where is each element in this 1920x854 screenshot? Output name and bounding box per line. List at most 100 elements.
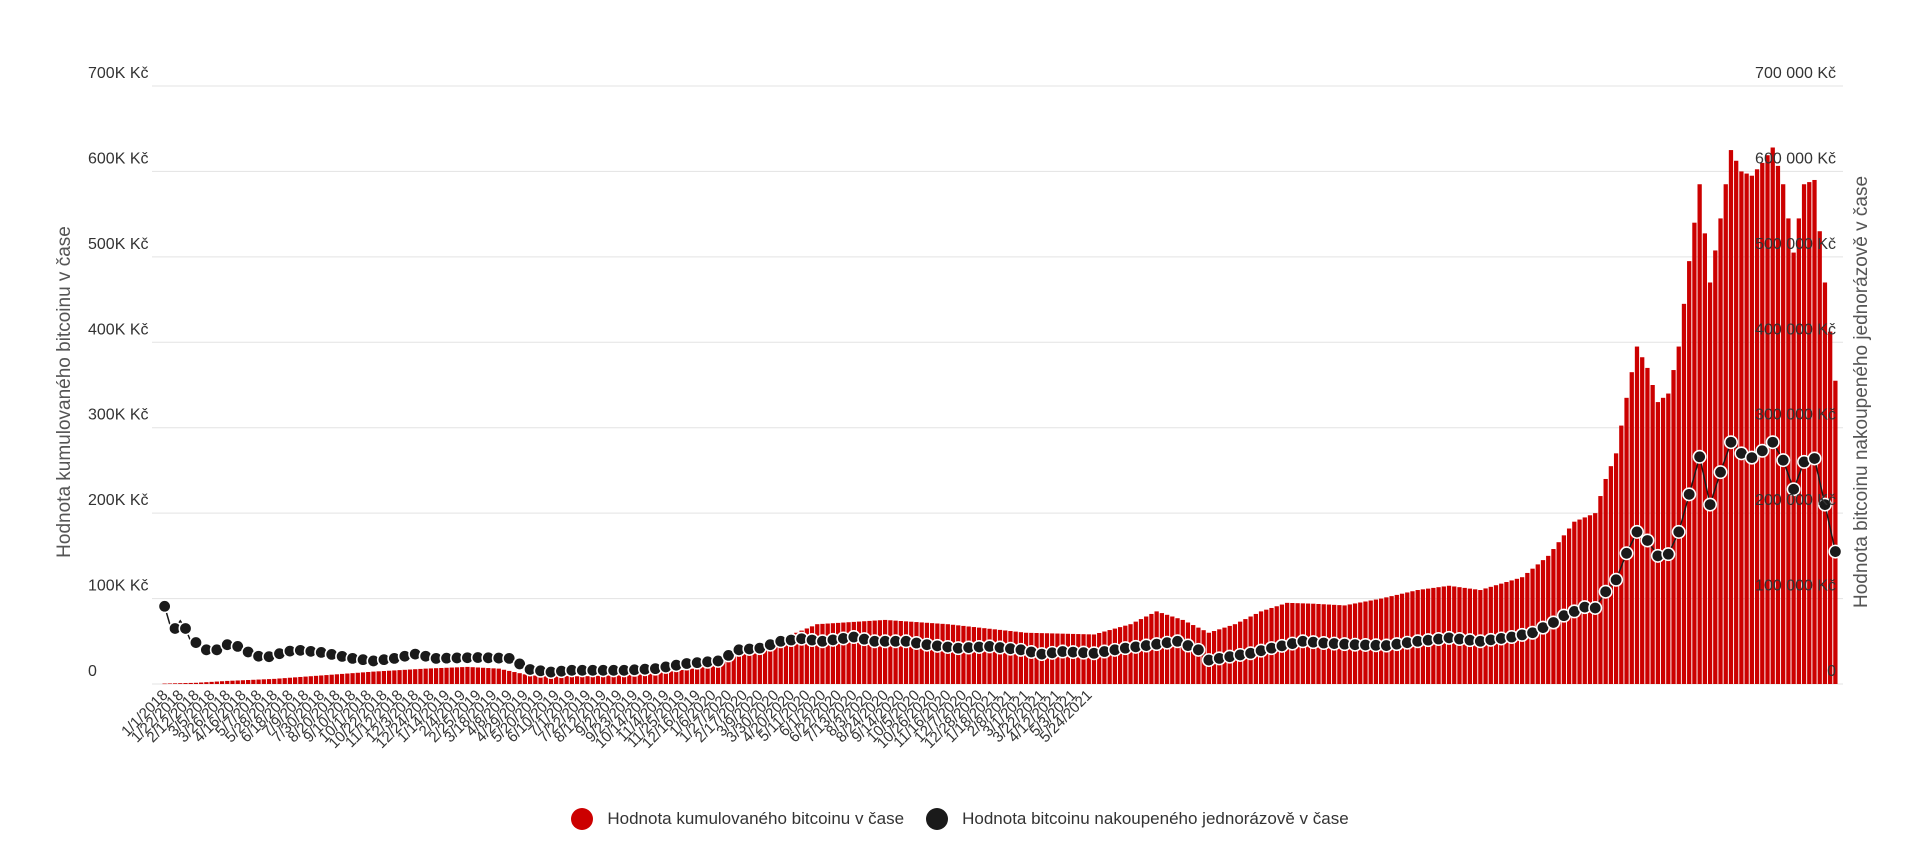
bar [334, 674, 340, 684]
data-point [1786, 482, 1801, 497]
bar [292, 677, 298, 684]
bar [533, 675, 538, 684]
data-point [1598, 584, 1613, 599]
bar [219, 681, 225, 684]
bar [402, 669, 407, 684]
bar [240, 680, 246, 684]
y-right-axis-title: Hodnota bitcoinu nakoupeného jednorázově… [1851, 176, 1872, 608]
bar [794, 632, 799, 684]
bar [360, 672, 366, 684]
bar [376, 671, 381, 684]
bar [1812, 179, 1817, 684]
bar [653, 672, 658, 684]
bar [1660, 397, 1666, 684]
data-point [188, 635, 203, 650]
bar [1613, 453, 1619, 684]
bar [501, 669, 507, 684]
bar [726, 658, 731, 684]
bar [888, 620, 893, 684]
bar [480, 667, 486, 684]
bar [235, 680, 240, 684]
bar [815, 624, 820, 684]
bar [381, 671, 387, 684]
bar [1566, 528, 1572, 684]
bar [1170, 616, 1175, 684]
bar [663, 672, 668, 684]
bar [1801, 184, 1807, 684]
legend-item-lump-sum[interactable]: Hodnota bitcoinu nakoupeného jednorázově… [926, 808, 1349, 830]
legend-label-cumulative: Hodnota kumulovaného bitcoinu v čase [607, 809, 905, 828]
bar [789, 634, 794, 684]
bar [1645, 367, 1650, 684]
bar [386, 670, 392, 684]
bar [982, 628, 987, 684]
chart-svg: 0 100K Kč 200K Kč 300K Kč 400K Kč 500K Kč 600K… [54, 65, 1872, 752]
bar [648, 673, 653, 684]
bar [407, 669, 413, 684]
bar [1191, 625, 1196, 684]
bar [1107, 630, 1112, 684]
bar [339, 673, 345, 684]
bar [167, 683, 172, 684]
bar [595, 675, 601, 684]
bar [225, 680, 230, 684]
bar [830, 623, 836, 684]
bar [554, 675, 559, 684]
bar [695, 667, 700, 684]
bar [684, 669, 689, 684]
bar [1760, 162, 1765, 684]
bar [590, 675, 595, 684]
bar [898, 620, 903, 684]
bar [204, 682, 209, 684]
y-right-tick-label: 500 000 Kč [1755, 236, 1836, 253]
bar [392, 670, 397, 684]
bar [945, 624, 950, 684]
data-point [1609, 572, 1624, 587]
bar [1754, 169, 1760, 685]
bar [559, 675, 564, 684]
bar [1833, 380, 1838, 684]
bar [277, 678, 282, 684]
bar [313, 675, 319, 684]
y-right-tick-label: 600 000 Kč [1755, 150, 1836, 167]
grid-layer [152, 85, 1843, 685]
legend-swatch-lump-sum [926, 808, 949, 830]
bar [491, 668, 496, 684]
data-point [1723, 435, 1738, 450]
bar [460, 667, 465, 684]
bar [1023, 632, 1029, 684]
bar [261, 679, 266, 684]
bar [929, 623, 935, 684]
bar [1734, 160, 1739, 684]
data-point [1703, 497, 1718, 512]
bar [710, 662, 715, 684]
bar [1185, 622, 1191, 684]
bar [1634, 346, 1640, 684]
bar [454, 667, 460, 684]
data-point [1713, 465, 1728, 480]
bar [1786, 218, 1791, 684]
bar [700, 665, 705, 684]
legend-item-cumulative[interactable]: Hodnota kumulovaného bitcoinu v čase [571, 808, 904, 830]
bar [433, 668, 439, 684]
legend-label-lump-sum: Hodnota bitcoinu nakoupeného jednorázově… [962, 809, 1349, 828]
right-axis-ticks: 0 100 000 Kč 200 000 Kč 300 000 Kč 400 000 K… [1755, 65, 1836, 680]
bar [877, 620, 883, 684]
bar [1676, 346, 1681, 684]
bar [1807, 182, 1812, 684]
data-point [1817, 497, 1832, 512]
bar [371, 671, 376, 684]
bar [444, 667, 449, 684]
bar [971, 627, 977, 684]
bar [804, 628, 809, 684]
y-right-tick-label: 0 [1827, 663, 1836, 680]
y-left-tick-label: 500K Kč [88, 236, 148, 253]
bar [1749, 175, 1754, 684]
bar [1791, 252, 1796, 685]
bar [1060, 633, 1065, 684]
bar [642, 673, 648, 684]
bar [1008, 631, 1013, 684]
data-point [1776, 453, 1791, 468]
bar [475, 667, 481, 684]
bar [1666, 393, 1671, 684]
